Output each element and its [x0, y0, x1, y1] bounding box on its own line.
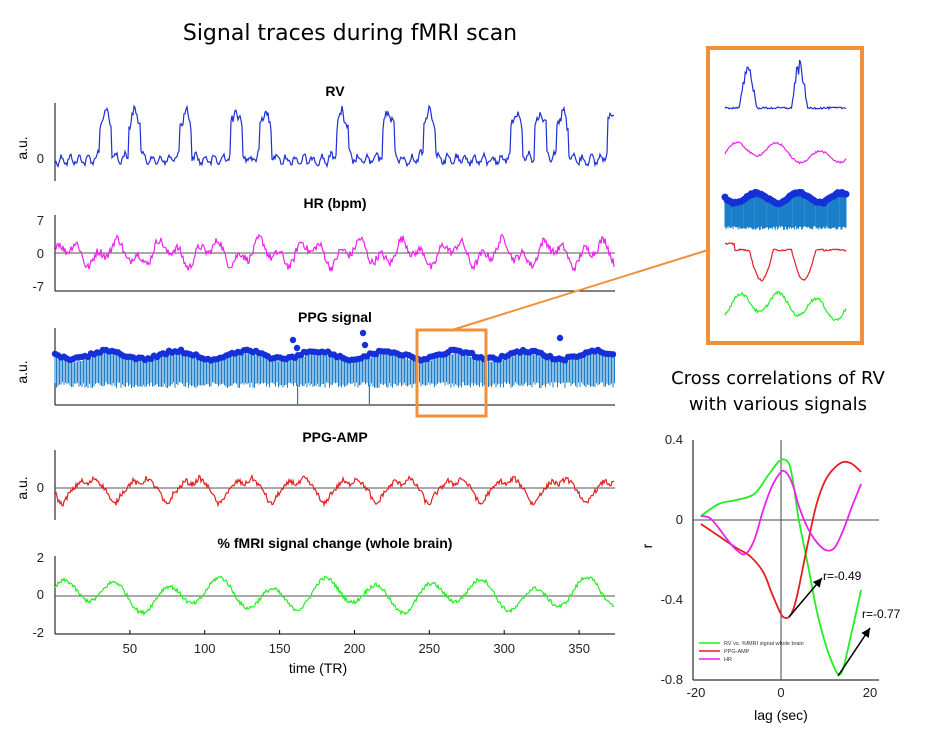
fmri-panel: % fMRI signal change (whole brain) 2 0 -…: [32, 535, 615, 676]
fmri-xtick-label: 250: [418, 641, 440, 656]
cc-xtick-1: 0: [777, 685, 784, 700]
zoom-amp-trace: [724, 242, 847, 282]
amp-trace: [54, 473, 615, 508]
amp-title: PPG-AMP: [302, 429, 367, 445]
ppg-outlier-dot: [293, 344, 301, 352]
cc-xlabel: lag (sec): [754, 707, 808, 723]
zoom-rv-trace: [724, 59, 847, 111]
ppg-outlier-dot: [359, 329, 367, 337]
ppg-peak-dot: [609, 351, 617, 358]
cc-ytick-0: 0.4: [665, 432, 683, 447]
cc-ytick-3: -0.8: [661, 672, 683, 687]
fmri-ytick-zero: 0: [37, 587, 44, 602]
fmri-trace: [54, 575, 615, 617]
figure-title: Signal traces during fMRI scan: [183, 21, 517, 46]
ppg-peak-markers: [51, 329, 617, 364]
fmri-xtick-label: 100: [194, 641, 216, 656]
hr-title: HR (bpm): [304, 195, 367, 211]
legend-label-amp: PPG-AMP: [724, 649, 750, 655]
hr-ytick-bottom: -7: [32, 279, 44, 294]
fmri-xticks: 50 100 150 200 250 300 350: [123, 630, 590, 656]
cc-legend: RV vs. %fMRI signal whole brain PPG-AMP …: [699, 641, 804, 663]
hr-ytick-top: 7: [37, 213, 44, 228]
legend-label-fmri: RV vs. %fMRI signal whole brain: [724, 641, 804, 647]
fmri-xtick-label: 150: [269, 641, 291, 656]
zoom-hr-trace: [724, 141, 847, 165]
ppg-outlier-dot: [556, 334, 564, 342]
fmri-xtick-label: 300: [493, 641, 515, 656]
annotation-amp: r=-0.49: [823, 569, 862, 583]
zoom-fmri-trace: [724, 290, 847, 322]
ppg-waveform: [54, 351, 615, 388]
legend-label-hr: HR: [724, 657, 732, 663]
hr-panel: HR (bpm) 7 0 -7: [32, 195, 615, 294]
rv-panel: RV a.u. 0: [14, 83, 614, 181]
rv-ylabel: a.u.: [14, 136, 30, 159]
rv-trace: [54, 104, 614, 169]
amp-ytick-0: 0: [37, 480, 44, 495]
cc-xtick-0: -20: [687, 685, 706, 700]
rv-title: RV: [325, 83, 345, 99]
ppg-ylabel: a.u.: [14, 360, 30, 383]
hr-trace: [54, 233, 615, 272]
zoom-ppg-waveform: [724, 194, 847, 230]
cc-series-amp: [700, 460, 862, 619]
fmri-title: % fMRI signal change (whole brain): [218, 535, 453, 551]
zoom-ppg-dot: [842, 190, 850, 198]
cc-ylabel: r: [639, 543, 655, 548]
zoom-connector: [451, 249, 709, 331]
fmri-xtick-label: 350: [568, 641, 590, 656]
crosscorr-title-line1: Cross correlations of RV: [671, 368, 885, 389]
rv-ytick-0: 0: [37, 151, 44, 166]
fmri-xtick-label: 50: [123, 641, 137, 656]
cc-ytick-1: 0: [676, 512, 683, 527]
fmri-xlabel: time (TR): [289, 660, 347, 676]
cc-series-hr: [700, 469, 862, 556]
fmri-ytick-bottom: -2: [32, 625, 44, 640]
cc-ytick-2: -0.4: [661, 592, 683, 607]
annotation-arrow-amp: [788, 577, 823, 618]
ppg-outlier-dot: [361, 341, 369, 349]
crosscorr-title-line2: with various signals: [689, 394, 867, 415]
annotation-fmri: r=-0.77: [862, 607, 901, 621]
zoom-box: [415, 328, 488, 418]
ppg-artifact-spikes: [297, 385, 370, 404]
amp-ylabel: a.u.: [14, 476, 30, 499]
crosscorr-heading: Cross correlations of RV with various si…: [671, 368, 885, 415]
ppg-title: PPG signal: [298, 309, 372, 325]
zoom-ppg-markers: [721, 188, 850, 208]
fmri-ytick-top: 2: [37, 550, 44, 565]
ppg-outlier-dot: [289, 336, 297, 344]
hr-ytick-zero: 0: [37, 246, 44, 261]
zoom-inset: [706, 46, 864, 345]
amp-panel: PPG-AMP a.u. 0: [14, 429, 615, 520]
fmri-xtick-label: 200: [344, 641, 366, 656]
cc-xtick-2: 20: [863, 685, 877, 700]
annotation-arrow-fmri: [837, 627, 871, 677]
crosscorr-panel: 0.4 0 -0.4 -0.8 -20 0 20 r lag (sec) RV …: [639, 432, 901, 723]
ppg-panel: PPG signal a.u.: [14, 309, 617, 406]
